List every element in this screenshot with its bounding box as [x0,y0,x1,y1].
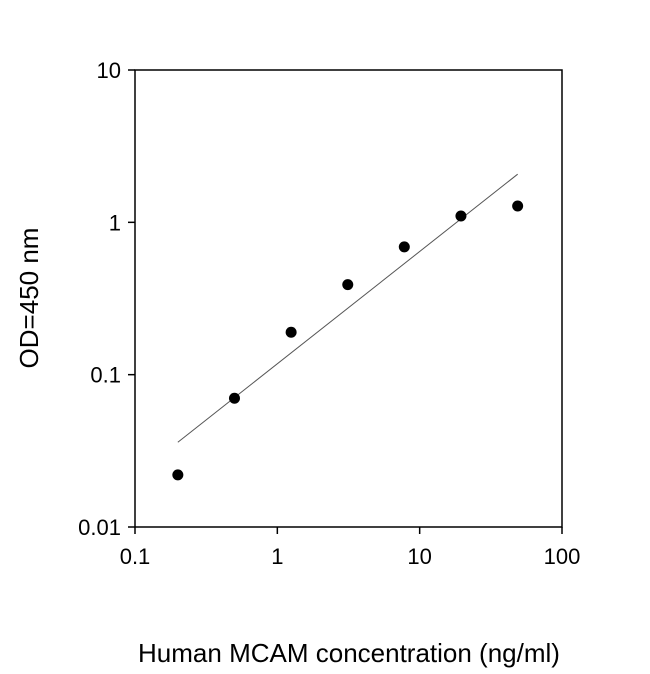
y-tick-label: 0.1 [90,363,121,388]
fit-line [177,173,518,443]
x-tick-label: 10 [407,544,431,569]
data-point [285,326,297,338]
x-tick-label: 100 [544,544,581,569]
y-tick-label: 1 [109,210,121,235]
x-tick-label: 1 [271,544,283,569]
x-axis-label: Human MCAM concentration (ng/ml) [138,638,560,668]
data-point [172,469,184,481]
data-point [455,210,467,222]
plot-frame [134,69,563,528]
data-point [228,392,240,404]
y-tick-label: 0.01 [78,515,121,540]
data-point [342,279,354,291]
data-point [398,241,410,253]
data-point [512,200,524,212]
x-tick-label: 0.1 [120,544,151,569]
y-tick-label: 10 [97,58,121,83]
y-axis-label: OD=450 nm [14,228,44,369]
